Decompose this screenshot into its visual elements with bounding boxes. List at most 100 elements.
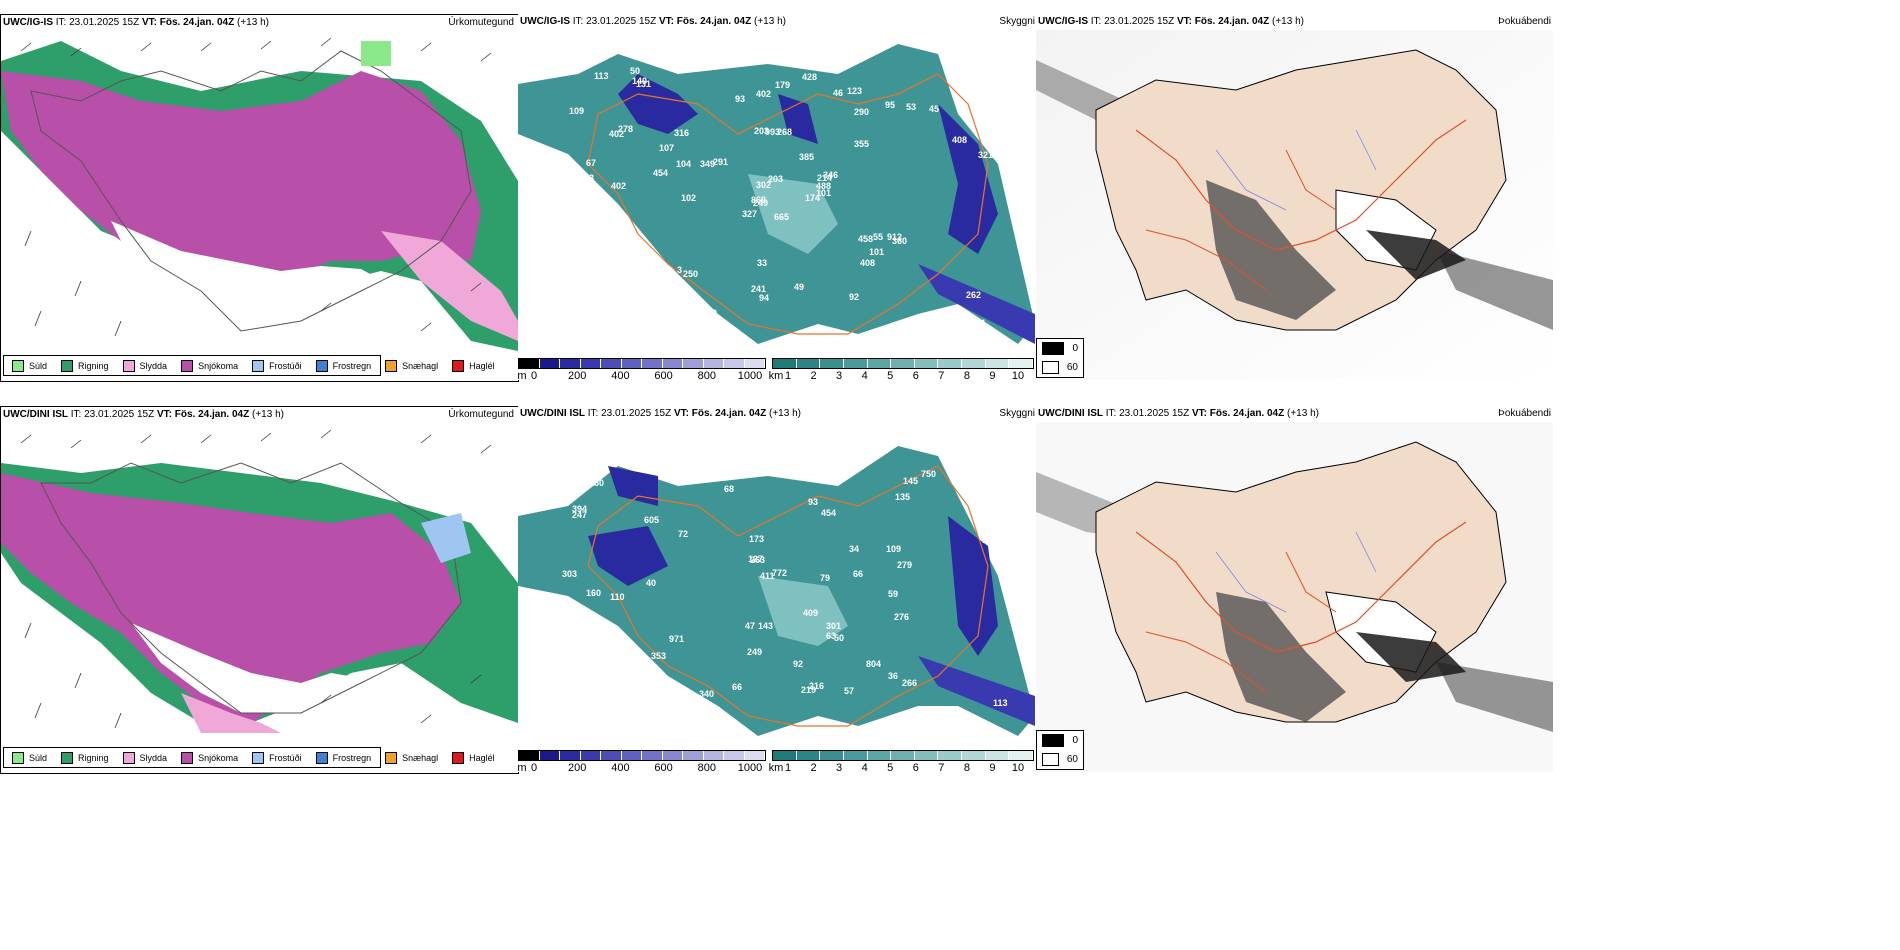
terrain-tick-label: 1000 [737,762,763,772]
terrain-height-label: 61 [561,671,571,681]
terrain-height-label: 179 [775,80,790,90]
terrain-height-label: 202 [979,115,994,125]
terrain-color-step [519,751,540,760]
visibility-tick-label: 2 [810,370,817,380]
visibility-colorbar: km 1 2 3 4 5 6 7 8 9 10 [768,750,1034,772]
visibility-colorbar: km 1 2 3 4 5 6 7 8 9 10 [769,358,1034,380]
fog-swatch-light [1042,753,1059,766]
terrain-tick-label: 0 [530,762,538,772]
terrain-color-step [621,751,642,760]
terrain-height-label: 302 [756,180,771,190]
visibility-panel-row1: UWC/IG-IS IT: 23.01.2025 15Z VT: Fös. 24… [518,14,1035,380]
terrain-height-label: 123 [847,86,862,96]
legend-swatch [315,359,328,372]
visibility-color-step [938,359,963,368]
visibility-colorbar-ticks: km 1 2 3 4 5 6 7 8 9 10 [769,369,1034,380]
terrain-height-label: 110 [610,592,625,602]
terrain-height-label: 408 [860,258,875,268]
terrain-color-step [744,359,765,368]
terrain-height-label: 92 [849,292,859,302]
terrain-color-step [683,359,704,368]
fog-swatch-dark [1042,734,1065,747]
terrain-height-colorbar: m 0 200 400 600 800 1000 [518,358,766,380]
fog-panel-title: UWC/DINI ISL IT: 23.01.2025 15Z VT: Fös.… [1038,408,1319,419]
legend-swatch [385,751,398,764]
terrain-height-label: 32 [562,263,572,273]
terrain-height-label: 50 [834,633,844,643]
terrain-height-label: 139 [659,282,674,292]
terrain-height-label: 605 [644,515,659,525]
terrain-height-label: 98 [588,615,598,625]
precip-type-map [1,37,518,351]
legend-swatch [122,359,135,372]
terrain-height-label: 219 [801,685,816,695]
terrain-height-label: 61 [903,717,913,727]
fog-panel-row1: UWC/IG-IS IT: 23.01.2025 15Z VT: Fös. 24… [1036,14,1553,380]
legend-item-rain: Rigning [61,751,109,764]
terrain-height-label: 454 [821,508,836,518]
terrain-color-step [580,359,601,368]
legend-item-rain: Rigning [61,359,109,372]
terrain-color-step [683,751,704,760]
terrain-height-label: 353 [651,651,666,661]
terrain-height-label: 408 [952,135,967,145]
terrain-height-label: 101 [869,247,884,257]
visibility-tick-label: 6 [912,762,919,772]
legend-swatch [61,359,74,372]
terrain-tick-label: 600 [654,762,673,772]
fog-legend-item: 60 [1037,750,1083,769]
terrain-height-label: 354 [687,703,702,713]
visibility-tick-label: 4 [861,762,868,772]
terrain-height-label: 34 [849,544,859,554]
terrain-height-label: 203 [754,126,769,136]
fog-swatch-dark [1042,342,1065,355]
lead-time: (+13 h) [237,17,269,28]
model-name: UWC/IG-IS [3,17,53,28]
terrain-height-label: 263 [750,555,765,565]
terrain-height-label: 160 [586,588,601,598]
visibility-panel-row2: UWC/DINI ISL IT: 23.01.2025 15Z VT: Fös.… [518,406,1035,772]
terrain-height-label: 428 [802,72,817,82]
terrain-height-label: 249 [747,647,762,657]
visibility-unit: km [768,762,784,772]
visibility-color-step [962,751,986,760]
visibility-color-step [914,751,939,760]
visibility-color-step [891,359,915,368]
terrain-height-label: 333 [739,460,754,470]
precip-type-heading: Úrkomutegund [448,409,514,420]
legend-swatch [452,751,465,764]
terrain-height-label: 66 [853,569,863,579]
visibility-tick-label: 3 [836,762,843,772]
terrain-height-label: 912 [887,232,902,242]
terrain-color-step [703,751,724,760]
terrain-height-label: 411 [760,571,775,581]
terrain-height-label: 79 [820,573,830,583]
terrain-color-step [601,751,622,760]
visibility-color-step [843,359,868,368]
terrain-height-label: 266 [902,678,917,688]
legend-swatch [61,751,74,764]
visibility-color-step [962,359,986,368]
terrain-color-step [580,751,601,760]
terrain-height-label: 393 [579,173,594,183]
terrain-colorbar-bar [518,750,766,761]
fog-legend-row1: 0 60 [1036,338,1084,378]
terrain-height-label: 104 [676,159,691,169]
visibility-tick-label: 8 [963,370,970,380]
visibility-heading: Skyggni [999,408,1035,419]
legend-swatch [12,359,24,372]
visibility-color-step [796,751,821,760]
visibility-tick-label: 1 [784,370,792,380]
terrain-height-label: 141 [971,318,986,328]
legend-item-snow: Snjókoma [181,751,238,764]
terrain-height-label: 179 [936,318,951,328]
terrain-height-label: 73 [639,697,649,707]
terrain-height-label: 107 [993,548,1008,558]
terrain-height-label: 143 [758,621,773,631]
terrain-height-label: 101 [816,188,831,198]
visibility-color-step [914,359,939,368]
terrain-height-label: 402 [611,181,626,191]
terrain-height-label: 145 [903,476,918,486]
terrain-height-label: 385 [941,713,956,723]
terrain-height-label: 458 [858,234,873,244]
